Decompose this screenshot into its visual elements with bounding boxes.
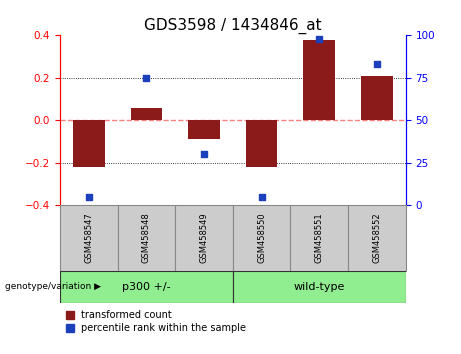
Bar: [118, 205, 175, 271]
Bar: [290, 205, 348, 271]
Bar: [233, 205, 290, 271]
Bar: [246, 120, 278, 167]
Bar: [175, 205, 233, 271]
Bar: [361, 76, 393, 120]
Text: wild-type: wild-type: [294, 282, 345, 292]
Bar: [73, 120, 105, 167]
Bar: [303, 40, 335, 120]
Bar: [233, 271, 406, 303]
Point: [258, 194, 266, 200]
Legend: transformed count, percentile rank within the sample: transformed count, percentile rank withi…: [65, 309, 247, 334]
Point: [85, 194, 92, 200]
Text: genotype/variation ▶: genotype/variation ▶: [5, 282, 100, 291]
Bar: [188, 120, 220, 139]
Point: [200, 152, 207, 157]
Bar: [348, 205, 406, 271]
Point: [373, 62, 381, 67]
Text: GSM458547: GSM458547: [84, 213, 93, 263]
Text: GSM458548: GSM458548: [142, 213, 151, 263]
Bar: [60, 271, 233, 303]
Point: [142, 75, 150, 81]
Text: GSM458550: GSM458550: [257, 213, 266, 263]
Bar: [60, 205, 118, 271]
Text: GSM458552: GSM458552: [372, 213, 381, 263]
Text: p300 +/-: p300 +/-: [122, 282, 171, 292]
Text: GSM458551: GSM458551: [315, 213, 324, 263]
Title: GDS3598 / 1434846_at: GDS3598 / 1434846_at: [144, 18, 322, 34]
Text: GSM458549: GSM458549: [200, 213, 208, 263]
Bar: [130, 108, 162, 120]
Point: [315, 36, 323, 42]
